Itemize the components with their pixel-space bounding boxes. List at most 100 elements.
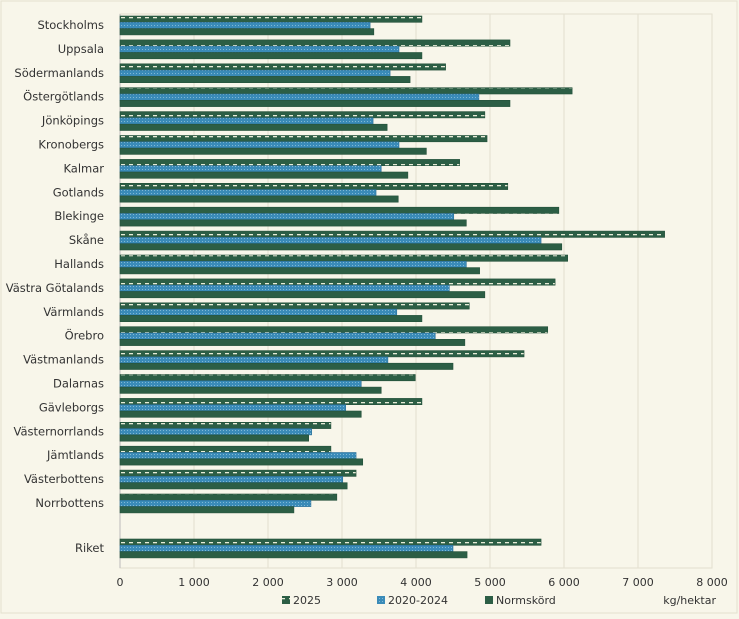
legend-label: 2025: [293, 594, 321, 607]
bar-2025: [119, 183, 509, 190]
legend-swatch: [377, 596, 385, 604]
bar-2020-2024: [119, 213, 455, 221]
x-tick-label: 3 000: [326, 576, 358, 589]
bar-normsk-rd: [119, 195, 399, 203]
bar-normsk-rd: [119, 434, 309, 442]
x-tick-label: 6 000: [548, 576, 580, 589]
x-axis-label: kg/hektar: [663, 594, 716, 607]
bar-2025: [119, 111, 486, 119]
bar-2020-2024: [119, 69, 391, 77]
legend-label: 2020-2024: [388, 594, 448, 607]
bar-2025: [119, 159, 460, 166]
category-label: Södermanlands: [14, 66, 104, 80]
bar-2020-2024: [119, 332, 436, 340]
bar-2025: [119, 278, 556, 286]
bar-2020-2024: [119, 117, 374, 125]
bar-2020-2024: [119, 428, 312, 436]
category-label: Hallands: [54, 257, 104, 271]
bar-2020-2024: [119, 404, 346, 412]
category-label: Kronobergs: [38, 138, 104, 152]
bar-2025: [119, 374, 416, 382]
bar-2020-2024: [119, 380, 362, 388]
category-labels: Stockholms Uppsala Södermanlands Östergötla…: [6, 18, 105, 555]
category-label: Jönköpings: [41, 114, 104, 128]
x-tick-label: 4 000: [400, 576, 432, 589]
bar-2020-2024: [119, 237, 542, 244]
bar-2025: [119, 493, 338, 501]
bar-2025: [119, 39, 511, 47]
category-label: Riket: [75, 541, 105, 555]
bar-2020-2024: [119, 308, 398, 316]
bars: [119, 15, 665, 559]
category-label: Norrbottens: [35, 496, 104, 510]
bar-normsk-rd: [119, 551, 468, 559]
category-label: Skåne: [69, 233, 104, 247]
bar-2020-2024: [119, 452, 357, 460]
bar-2020-2024: [119, 356, 389, 364]
category-label: Värmlands: [43, 305, 104, 319]
bar-normsk-rd: [119, 362, 454, 370]
bar-2020-2024: [119, 499, 312, 507]
bar-2025: [119, 15, 423, 23]
category-label: Gotlands: [53, 185, 104, 199]
bar-2025: [119, 421, 332, 429]
bar-2020-2024: [119, 476, 344, 483]
bar-normsk-rd: [119, 338, 466, 346]
bar-2025: [119, 398, 423, 405]
category-label: Kalmar: [63, 161, 104, 175]
bar-normsk-rd: [119, 219, 467, 227]
category-label: Gävleborgs: [39, 400, 104, 414]
bar-2025: [119, 230, 665, 238]
bar-normsk-rd: [119, 123, 388, 131]
bar-2020-2024: [119, 21, 371, 29]
x-tick-labels: 0 1 000 2 000 3 000 4 000 5 000 6 000 7 000 8 00…: [117, 576, 728, 589]
bar-2020-2024: [119, 260, 467, 268]
category-label: Uppsala: [58, 42, 104, 56]
category-label: Jämtlands: [46, 448, 104, 462]
x-tick-label: 2 000: [252, 576, 284, 589]
bar-2025: [119, 63, 446, 71]
bar-2025: [119, 206, 560, 214]
bar-2025: [119, 326, 549, 334]
bar-2020-2024: [119, 544, 454, 552]
bar-2020-2024: [119, 45, 400, 53]
bar-2020-2024: [119, 93, 480, 101]
category-label: Dalarnas: [53, 377, 104, 391]
bar-2025: [119, 254, 569, 262]
bar-normsk-rd: [119, 458, 364, 466]
x-tick-label: 7 000: [622, 576, 654, 589]
category-label: Västmanlands: [23, 353, 104, 367]
bar-normsk-rd: [119, 482, 348, 490]
bar-2020-2024: [119, 284, 450, 292]
category-label: Örebro: [65, 327, 104, 343]
bar-normsk-rd: [119, 76, 411, 84]
category-label: Västra Götalands: [6, 281, 104, 295]
bar-2025: [119, 87, 573, 95]
category-label: Västernorrlands: [13, 424, 104, 438]
x-tick-label: 5 000: [474, 576, 506, 589]
bar-normsk-rd: [119, 243, 563, 251]
category-label: Stockholms: [37, 18, 104, 32]
bar-normsk-rd: [119, 100, 511, 107]
bar-2025: [119, 350, 525, 358]
bar-normsk-rd: [119, 315, 423, 322]
legend-swatch: [485, 596, 493, 604]
bar-normsk-rd: [119, 52, 423, 60]
bar-2025: [119, 302, 470, 310]
category-label: Västerbottens: [24, 472, 104, 486]
bar-2020-2024: [119, 141, 400, 149]
x-tick-label: 1 000: [178, 576, 210, 589]
bar-normsk-rd: [119, 28, 375, 36]
legend: 2025 2020-2024 Normskörd: [282, 594, 556, 607]
bar-normsk-rd: [119, 171, 409, 179]
bar-normsk-rd: [119, 506, 295, 514]
bar-2020-2024: [119, 165, 382, 173]
bar-normsk-rd: [119, 291, 486, 299]
bar-normsk-rd: [119, 147, 427, 155]
bar-2025: [119, 469, 357, 477]
legend-swatch: [282, 596, 290, 604]
x-tick-label: 8 000: [696, 576, 728, 589]
bar-normsk-rd: [119, 386, 382, 394]
